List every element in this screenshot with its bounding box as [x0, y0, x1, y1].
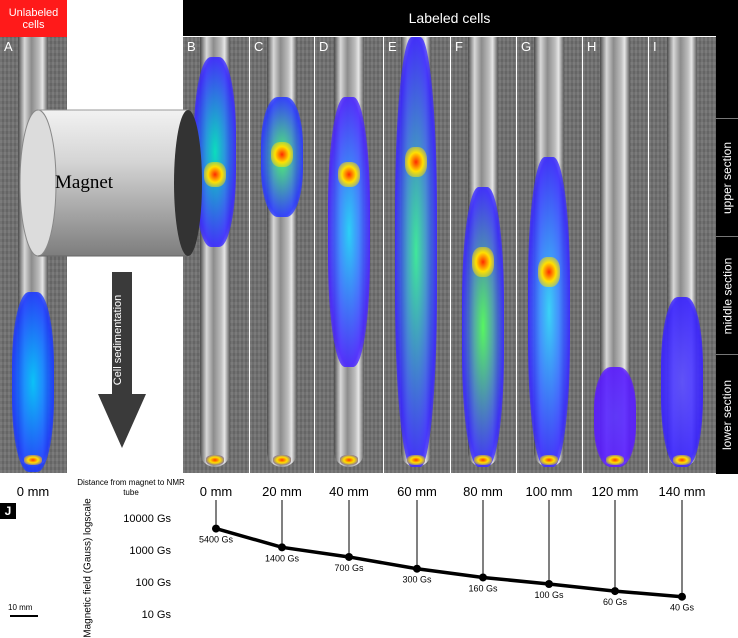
panel-letter: F [455, 39, 463, 54]
lower-section-label: lower section [716, 354, 738, 474]
data-label: 100 Gs [534, 590, 564, 600]
distance-label: 120 mm [591, 484, 639, 499]
y-tick-label: 1000 Gs [129, 545, 171, 557]
magnet-label: Magnet [55, 172, 114, 193]
signal-region [594, 367, 636, 467]
distance-label: 100 mm [525, 484, 573, 499]
panel-e: E [384, 37, 450, 473]
upper-section-label: upper section [716, 118, 738, 236]
data-label: 1400 Gs [265, 553, 300, 563]
data-label: 5400 Gs [199, 535, 234, 545]
y-tick-label: 100 Gs [135, 577, 171, 589]
tube-bottom-signal [606, 455, 624, 465]
magnet [19, 109, 202, 257]
signal-region [528, 157, 570, 467]
unlabeled-cells-header: Unlabeled cells [0, 0, 67, 37]
sedimentation-arrow [98, 272, 146, 448]
tube-bottom-signal [340, 455, 358, 465]
panel-a: A [0, 37, 67, 473]
signal-hotspot [472, 247, 494, 277]
distance-label: 40 mm [329, 484, 369, 499]
tube-bottom-signal [540, 455, 558, 465]
distance-label: 0 mm [16, 484, 50, 499]
panel-i: I [649, 37, 716, 473]
data-label: 700 Gs [334, 563, 364, 573]
panel-letter: H [587, 39, 597, 54]
data-point [545, 580, 553, 588]
middle-section-label: middle section [716, 236, 738, 354]
distance-label: 80 mm [463, 484, 503, 499]
data-point [345, 552, 353, 561]
magnetic-field-chart: 5400 Gs 1400 Gs 700 Gs 300 Gs 160 Gs 100 Gs 60… [199, 500, 695, 613]
scale-bar [10, 615, 38, 617]
panel-d: D [315, 37, 383, 473]
data-point [479, 573, 487, 582]
distance-label: 20 mm [262, 484, 302, 499]
panel-letter: D [319, 39, 329, 54]
data-label: 300 Gs [402, 575, 432, 585]
tube-bottom-signal [24, 455, 42, 465]
signal-hotspot [538, 257, 560, 287]
panel-letter: E [388, 39, 397, 54]
panel-letter: A [4, 39, 13, 54]
tube-bottom-signal [273, 455, 291, 465]
signal-region [462, 187, 504, 467]
data-point [278, 543, 286, 552]
panel-b: B [183, 37, 249, 473]
signal-hotspot [271, 142, 293, 167]
panel-letter: G [521, 39, 532, 54]
data-label: 160 Gs [468, 583, 498, 593]
tube-bottom-signal [474, 455, 492, 465]
signal-hotspot [405, 147, 427, 177]
signal-hotspot [204, 162, 226, 187]
panel-c: C [250, 37, 314, 473]
distance-label: 60 mm [397, 484, 437, 499]
signal-region [661, 297, 703, 467]
scale-bar-label: 10 mm [8, 603, 33, 612]
distance-label: 0 mm [199, 484, 233, 499]
labeled-cells-header: Labeled cells [183, 0, 716, 36]
data-point [413, 564, 421, 573]
signal-region [328, 97, 370, 367]
signal-region [12, 292, 54, 472]
distance-title: Distance from magnet to NMR tube [77, 478, 185, 497]
panel-j-label: J [0, 503, 16, 519]
panel-letter: B [187, 39, 196, 54]
signal-region [194, 57, 236, 247]
panel-letter: C [254, 39, 264, 54]
tube-bottom-signal [407, 455, 425, 465]
y-tick-label: 10 Gs [141, 609, 171, 621]
panel-h: H [583, 37, 648, 473]
data-label: 40 Gs [670, 603, 695, 613]
panel-letter: I [653, 39, 657, 54]
tube-bottom-signal [206, 455, 224, 465]
panel-f: F [451, 37, 516, 473]
panel-g: G [517, 37, 582, 473]
signal-hotspot [338, 162, 360, 187]
signal-region [395, 37, 437, 467]
data-point [611, 587, 619, 596]
data-point [678, 592, 686, 601]
tube-bottom-signal [673, 455, 691, 465]
distance-label: 140 mm [658, 484, 706, 499]
series-line [215, 526, 683, 599]
y-tick-label: 10000 Gs [123, 513, 171, 525]
data-label: 60 Gs [603, 597, 628, 607]
data-point [212, 524, 220, 533]
